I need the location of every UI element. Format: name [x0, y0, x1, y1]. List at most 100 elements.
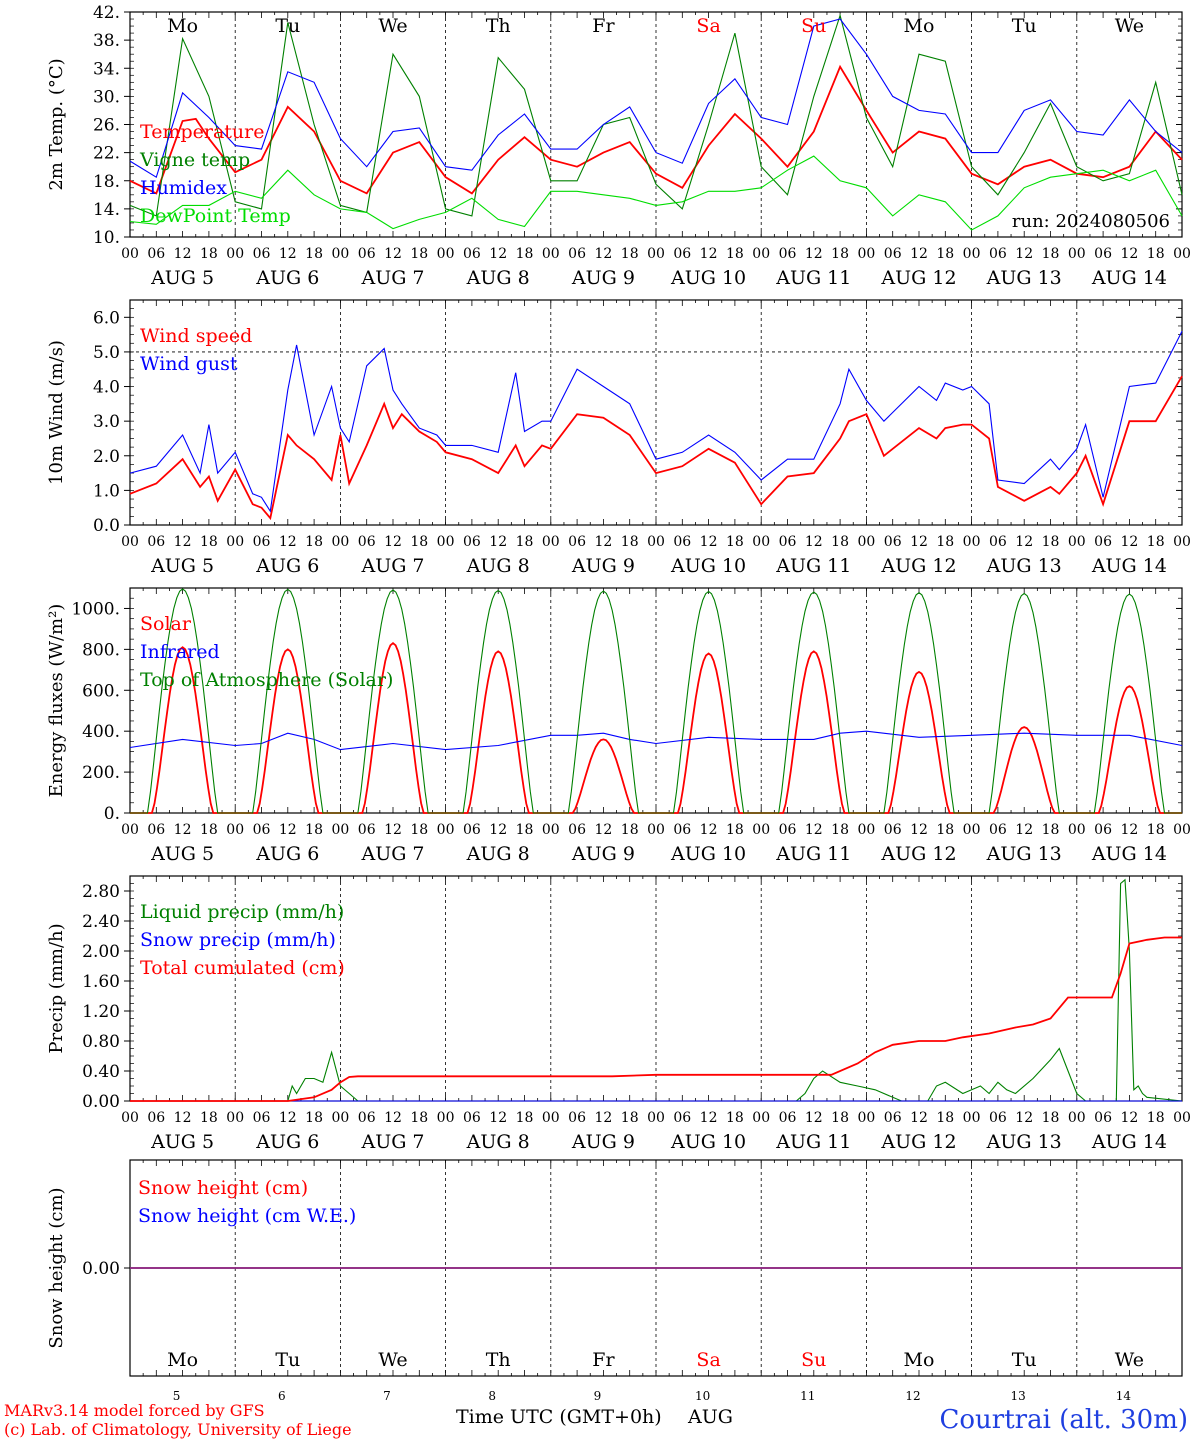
y-tick-label: 18. [93, 172, 120, 192]
hour-tick-label: 18 [831, 246, 849, 262]
hour-tick-label: 18 [621, 534, 639, 550]
hour-tick-label: 00 [542, 822, 560, 838]
hour-tick-label: 12 [489, 1110, 507, 1126]
date-label: AUG 7 [360, 1131, 424, 1153]
hour-tick-label: 18 [410, 822, 428, 838]
hour-tick-label: 00 [752, 534, 770, 550]
day-name: Mo [167, 15, 198, 37]
day-name: Tu [275, 15, 300, 37]
date-label: AUG 10 [670, 843, 746, 865]
hour-tick-label: 00 [1173, 246, 1191, 262]
legend-entry: Liquid precip (mm/h) [140, 901, 344, 923]
day-name: Tu [275, 1349, 300, 1371]
hour-tick-label: 00 [121, 1110, 139, 1126]
legend-entry: Solar [140, 613, 192, 635]
day-name: Sa [696, 15, 720, 37]
legend-entry: Snow height (cm) [138, 1177, 308, 1199]
date-label: AUG 9 [571, 267, 635, 289]
hour-tick-label: 00 [1173, 822, 1191, 838]
date-label: AUG 8 [466, 555, 530, 577]
hour-tick-label: 00 [963, 534, 981, 550]
panel-2: 0.0 1.0 2.0 3.0 4.0 5.0 6.0 10m Wind (m/s) Wind … [46, 299, 1191, 577]
hour-tick-label: 06 [779, 534, 797, 550]
hour-tick-label: 18 [410, 246, 428, 262]
hour-tick-label: 18 [1042, 822, 1060, 838]
legend-entry: Temperature [140, 121, 264, 143]
date-number: 8 [488, 1389, 496, 1403]
y-tick-label: 2.40 [82, 912, 120, 932]
hour-tick-label: 06 [989, 822, 1007, 838]
series-dewpoint-temp [129, 155, 1183, 231]
hour-tick-label: 12 [910, 822, 928, 838]
y-tick-label: 200. [82, 763, 120, 783]
hour-tick-label: 00 [963, 1110, 981, 1126]
hour-tick-label: 12 [489, 534, 507, 550]
y-tick-label: 0.0 [93, 516, 120, 536]
hour-tick-label: 06 [1094, 246, 1112, 262]
panels: 10. 14. 18. 22. 26. 30. 34. 38. 42. 2m Temp. (°C)… [46, 3, 1191, 1403]
y-axis-label: Snow height (cm) [46, 1187, 67, 1348]
hour-tick-label: 00 [331, 822, 349, 838]
y-tick-label: 26. [93, 116, 120, 136]
hour-tick-label: 06 [463, 1110, 481, 1126]
hour-tick-label: 18 [1042, 246, 1060, 262]
y-axis-label: Energy fluxes (W/m²) [46, 604, 67, 798]
hour-tick-label: 06 [989, 246, 1007, 262]
hour-tick-label: 18 [1042, 1110, 1060, 1126]
date-label: AUG 10 [670, 555, 746, 577]
hour-tick-label: 06 [568, 246, 586, 262]
y-axis-label: 2m Temp. (°C) [46, 58, 67, 190]
hour-tick-label: 18 [831, 534, 849, 550]
day-name: Mo [904, 15, 935, 37]
y-tick-label: 0. [104, 804, 120, 824]
hour-tick-label: 12 [910, 534, 928, 550]
hour-tick-label: 00 [542, 534, 560, 550]
hour-tick-label: 06 [1094, 1110, 1112, 1126]
date-number: 12 [905, 1389, 920, 1403]
y-tick-label: 0.80 [82, 1032, 120, 1052]
plot-frame [129, 299, 1183, 526]
hour-tick-label: 00 [1068, 246, 1086, 262]
hour-tick-label: 18 [516, 822, 534, 838]
hour-tick-label: 00 [752, 246, 770, 262]
series-wind-gust [129, 330, 1183, 513]
hour-tick-label: 12 [174, 822, 192, 838]
y-tick-label: 400. [82, 722, 120, 742]
hour-tick-label: 12 [910, 246, 928, 262]
date-number: 5 [173, 1389, 181, 1403]
day-name: Th [486, 1349, 511, 1371]
hour-tick-label: 06 [147, 534, 165, 550]
y-tick-label: 0.00 [82, 1259, 120, 1279]
series-vigne-temp [129, 13, 1183, 217]
y-tick-label: 10. [93, 228, 120, 248]
hour-tick-label: 18 [621, 246, 639, 262]
date-number: 7 [383, 1389, 391, 1403]
hour-tick-label: 06 [884, 822, 902, 838]
hour-tick-label: 00 [647, 822, 665, 838]
legend-entry: Total cumulated (cm) [140, 957, 345, 979]
hour-tick-label: 18 [200, 246, 218, 262]
hour-tick-label: 06 [253, 822, 271, 838]
footer-copyright: (c) Lab. of Climatology, University of L… [4, 1420, 352, 1439]
series-temperature [129, 64, 1183, 195]
date-label: AUG 8 [466, 267, 530, 289]
hour-tick-label: 18 [621, 822, 639, 838]
hour-tick-label: 00 [1173, 1110, 1191, 1126]
hour-tick-label: 06 [884, 246, 902, 262]
date-label: AUG 8 [466, 1131, 530, 1153]
hour-tick-label: 12 [700, 246, 718, 262]
date-label: AUG 5 [150, 843, 214, 865]
date-number: 11 [800, 1389, 815, 1403]
y-tick-label: 6.0 [93, 308, 120, 328]
y-tick-label: 30. [93, 87, 120, 107]
hour-tick-label: 00 [121, 246, 139, 262]
date-label: AUG 9 [571, 555, 635, 577]
hour-tick-label: 06 [253, 246, 271, 262]
date-label: AUG 9 [571, 843, 635, 865]
footer-model: MARv3.14 model forced by GFS [4, 1401, 265, 1420]
legend-entry: DewPoint Temp [140, 205, 291, 227]
hour-tick-label: 06 [147, 1110, 165, 1126]
hour-tick-label: 00 [437, 246, 455, 262]
series-total-cumulated-cm [130, 936, 1182, 1102]
hour-tick-label: 06 [568, 1110, 586, 1126]
